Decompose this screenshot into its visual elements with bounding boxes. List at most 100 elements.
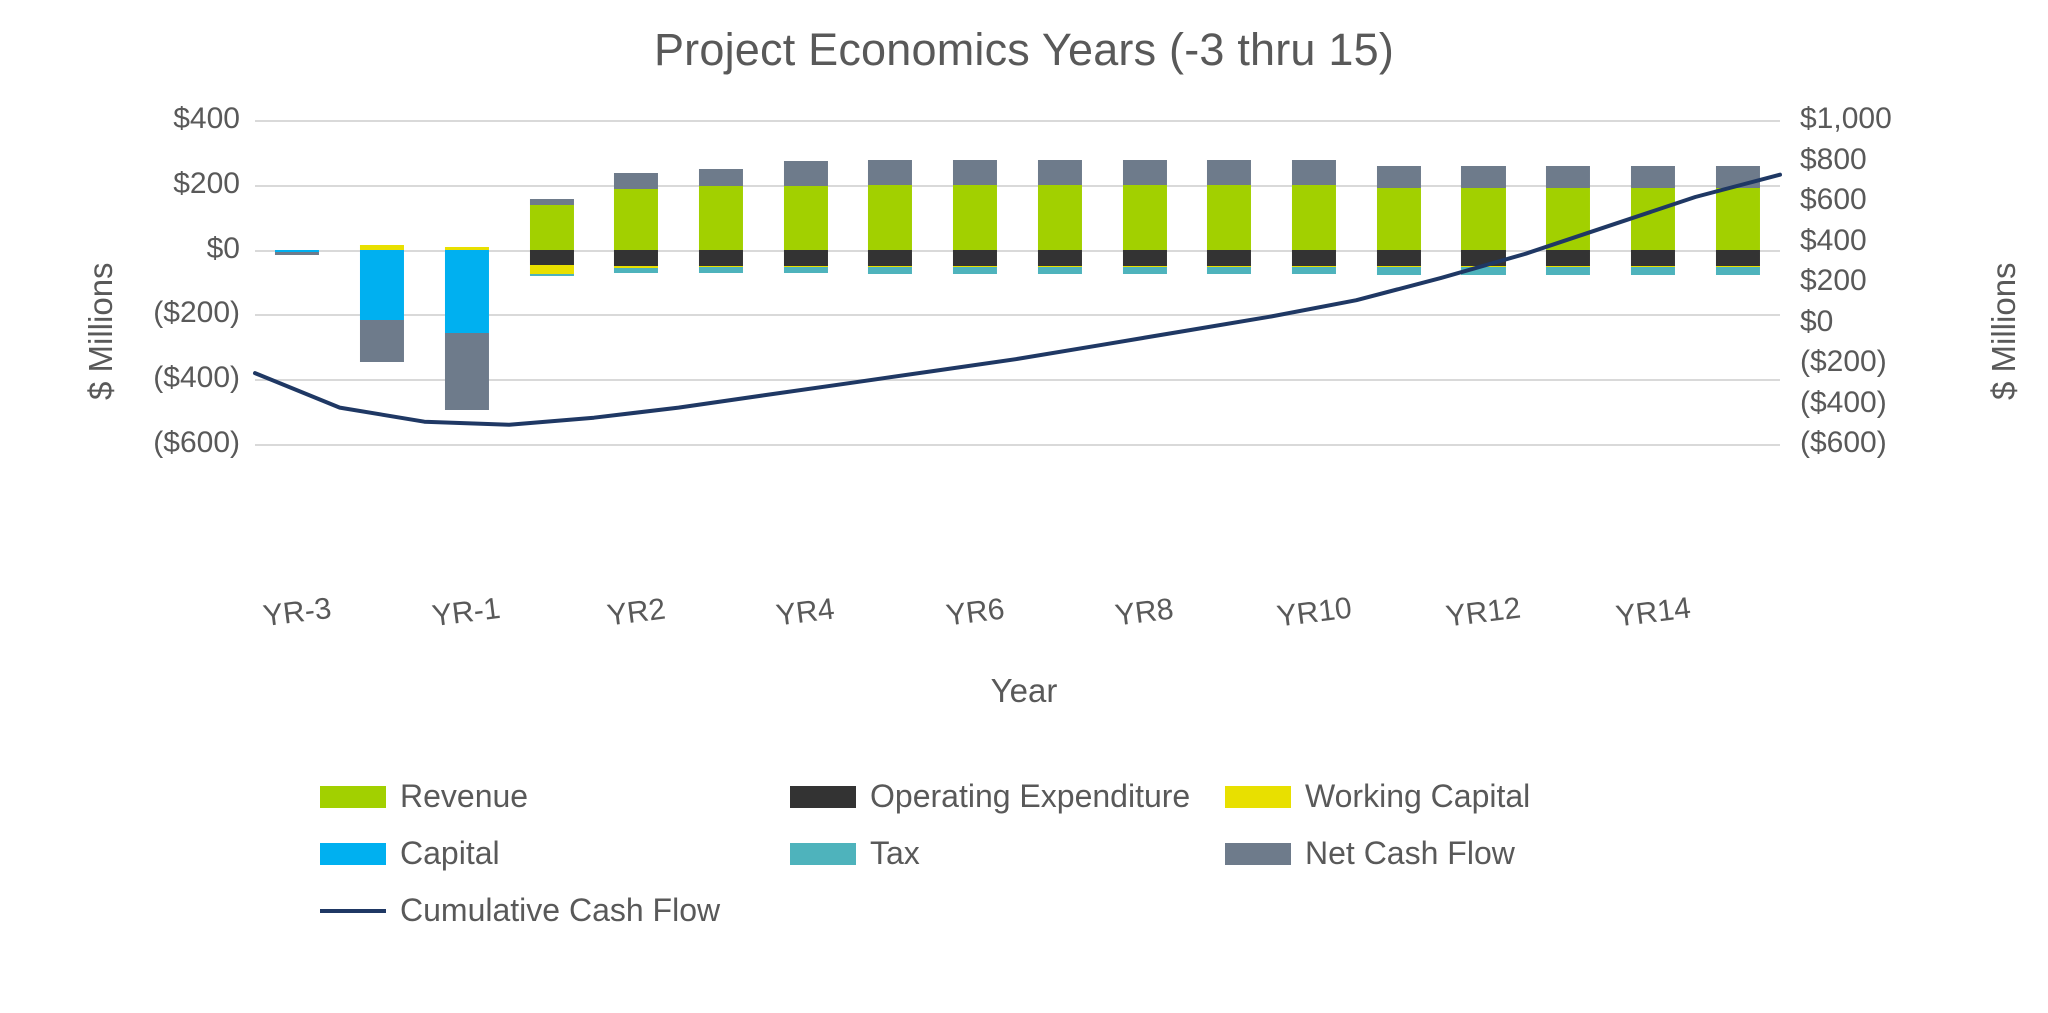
bar-segment [1630,249,1675,267]
legend-row: Cumulative Cash Flow [320,892,1660,929]
bar-group[interactable] [1695,120,1780,444]
x-axis-tick-label: YR4 [774,592,837,633]
bar-segment [529,274,574,277]
legend-label: Operating Expenditure [870,778,1191,814]
bar-segment [1291,249,1337,267]
x-axis-tick-label: YR-3 [261,591,334,634]
y-axis-left-tick-label: $200 [173,166,240,200]
bar-segment [529,204,574,250]
y-axis-right-tick-label: $800 [1800,142,1867,176]
bar-group[interactable] [424,120,509,444]
bar-segment [529,265,574,275]
bar-segment [1122,249,1167,267]
bar-segment [1037,249,1082,267]
legend-item[interactable]: Net Cash Flow [1225,835,1625,872]
bar-segment [1546,166,1591,189]
bar-group[interactable] [848,120,933,444]
legend-color-swatch [320,785,386,808]
legend-color-swatch [1225,785,1291,808]
y-axis-right-title: $ Millions [1985,262,2022,400]
legend-row: Revenue Operating Expenditure Working Capi… [320,778,1660,815]
bar-segment [698,186,743,250]
bar-segment [953,249,998,267]
bar-group[interactable] [1441,120,1526,444]
x-axis-tick-label: YR-1 [430,591,503,634]
bar-segment [275,252,320,255]
bar-segment [1207,249,1252,267]
y-axis-right-tick-label: $1,000 [1800,102,1892,135]
bar-group[interactable] [509,120,594,444]
bar-segment [1461,166,1506,189]
bar-segment [614,249,659,267]
bar-segment [783,160,828,187]
x-axis-title: Year [990,672,1058,709]
bar-group[interactable] [1272,120,1357,444]
chart-title: Project Economics Years (-3 thru 15) [653,24,1395,75]
bar-segment [1630,166,1675,189]
bar-segment [529,249,574,266]
bar-segment [1291,267,1337,274]
bar-segment [1122,184,1167,250]
bar-segment [953,159,998,185]
legend-item[interactable]: Tax [790,835,1225,872]
bar-segment [1291,184,1337,250]
bar-segment [614,173,659,190]
bar-segment [783,186,828,250]
legend-item[interactable]: Cumulative Cash Flow [320,892,790,929]
legend-item[interactable]: Revenue [320,778,790,815]
legend-item[interactable]: Working Capital [1225,778,1625,815]
legend-item[interactable]: Capital [320,835,790,872]
bar-segment [698,249,743,267]
chart-legend: Revenue Operating Expenditure Working Capi… [320,778,1660,949]
bar-group[interactable] [1102,120,1187,444]
bar-group[interactable] [1611,120,1696,444]
bar-segment [1376,188,1421,250]
legend-label: Working Capital [1305,778,1531,814]
bar-segment [1122,267,1167,274]
bar-group[interactable] [255,120,340,444]
bar-segment [444,249,489,334]
bar-segment [1546,249,1591,267]
bar-segment [1630,188,1675,250]
legend-row: Capital Tax Net Cash Flow [320,835,1660,872]
bar-group[interactable] [1526,120,1611,444]
bar-segment [1037,159,1082,185]
legend-label: Net Cash Flow [1305,835,1515,871]
x-axis-tick-label: YR2 [605,592,668,633]
bar-segment [953,267,998,274]
legend-line-marker [320,908,386,913]
bar-segment [868,267,913,274]
legend-color-swatch [790,785,856,808]
bar-group[interactable] [340,120,425,444]
bar-segment [783,267,828,274]
bar-group[interactable] [594,120,679,444]
bar-segment [868,159,913,185]
bar-group[interactable] [1187,120,1272,444]
bar-segment [1715,267,1760,275]
bar-segment [1630,267,1675,275]
bar-segment [698,168,743,187]
bar-group[interactable] [1356,120,1441,444]
bar-segment [1376,249,1421,267]
legend-label: Tax [870,835,920,871]
bar-segment [444,333,489,411]
legend-item[interactable]: Operating Expenditure [790,778,1225,815]
y-axis-left-tick-label: $400 [173,102,240,135]
bar-group[interactable] [1018,120,1103,444]
y-axis-left-tick-label: ($400) [153,361,240,395]
y-axis-left-title: $ Millions [82,262,119,400]
legend-color-swatch [320,842,386,865]
bar-series-layer [255,120,1780,444]
bar-group[interactable] [679,120,764,444]
bar-group[interactable] [933,120,1018,444]
bar-segment [1037,184,1082,250]
y-axis-left-tick-label: $0 [206,231,240,265]
bar-segment [1207,184,1252,250]
bar-segment [1715,166,1760,189]
y-axis-left-tick-label: ($200) [153,296,240,330]
bar-group[interactable] [763,120,848,444]
y-axis-right-tick-label: ($600) [1800,426,1887,459]
x-axis-tick-label: YR14 [1613,591,1693,634]
bar-segment [1715,249,1760,267]
x-axis-tick-label: YR6 [944,592,1007,633]
